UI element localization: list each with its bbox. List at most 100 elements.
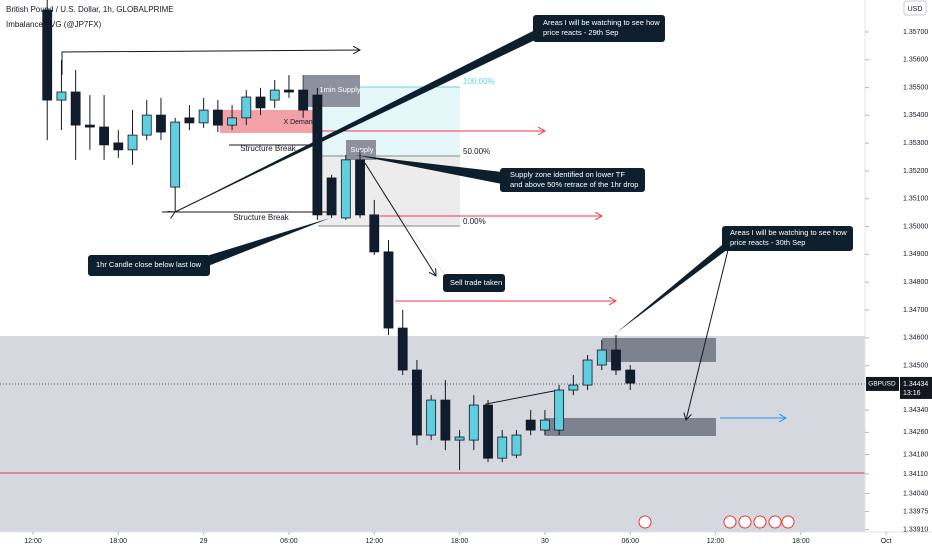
x-tick-label: Oct xyxy=(881,538,892,545)
candle-body xyxy=(212,109,223,126)
y-tick-label: 1.35700 xyxy=(903,29,928,36)
candle-body xyxy=(255,96,266,109)
candle-body xyxy=(611,349,621,371)
callout-text: Areas I will be watching to see how xyxy=(730,228,847,237)
callout-text: Supply zone identified on lower TF xyxy=(510,170,625,179)
callout-pointer xyxy=(616,240,740,333)
y-tick-label: 1.35000 xyxy=(903,223,928,230)
callout-pointer xyxy=(200,218,330,266)
candle-body xyxy=(511,434,522,456)
y-tick-label: 1.34110 xyxy=(903,471,928,478)
fib-label: 0.00% xyxy=(463,217,486,226)
structure-label: Structure Break xyxy=(240,144,297,153)
y-tick-label: 1.34260 xyxy=(903,429,928,436)
y-tick-label: 1.35600 xyxy=(903,57,928,64)
structure-label: Structure Break xyxy=(233,213,290,222)
y-tick-label: 1.35200 xyxy=(903,168,928,175)
supply-zone xyxy=(346,140,376,160)
candle-body xyxy=(596,349,607,366)
x-tick-label: 18:00 xyxy=(451,538,469,545)
x-tick-label: 12:00 xyxy=(24,538,42,545)
arrow xyxy=(686,249,729,420)
candle-body xyxy=(326,177,337,216)
candle-body xyxy=(170,121,181,188)
candle-body xyxy=(113,142,124,151)
candle-body xyxy=(540,419,550,431)
candle-body xyxy=(127,134,138,151)
callout-pointer xyxy=(175,30,535,212)
callout xyxy=(500,168,645,192)
event-icon xyxy=(638,515,652,529)
callout-text: Sell trade taken xyxy=(450,278,502,287)
candle-body xyxy=(468,404,479,441)
candle-body xyxy=(70,91,81,126)
fib-label: 50.00% xyxy=(463,147,490,156)
y-tick-label: 1.34700 xyxy=(903,307,928,314)
candle-body xyxy=(397,327,408,371)
currency-label: USD xyxy=(908,6,923,13)
callout-pointer xyxy=(355,155,502,184)
time-axis xyxy=(0,532,865,550)
candle-body xyxy=(582,359,593,386)
callout xyxy=(533,15,665,42)
watch-zone xyxy=(602,338,716,362)
annotation-layer: Areas I will be watching to see how pric… xyxy=(6,5,853,420)
y-tick-label: 1.35100 xyxy=(903,196,928,203)
chart-title: British Pound / U.S. Dollar, 1h, GLOBALP… xyxy=(6,5,174,14)
price-label: 1.34434 xyxy=(903,381,928,388)
candle-body xyxy=(483,404,493,459)
callout xyxy=(443,274,505,292)
symbol-badge xyxy=(866,376,899,391)
candle-body xyxy=(184,117,195,124)
y-tick-label: 1.34340 xyxy=(903,407,928,414)
zone-label: X Demand xyxy=(283,119,316,126)
candle-body xyxy=(625,369,636,384)
price-badge xyxy=(900,376,932,399)
candle-body xyxy=(454,436,465,441)
zone-label: Supply xyxy=(351,145,374,154)
y-tick-label: 1.33910 xyxy=(903,526,928,533)
x-tick-label: 12:00 xyxy=(707,538,725,545)
candle-body xyxy=(284,89,294,93)
watch-zone xyxy=(545,418,716,436)
callout xyxy=(88,255,210,276)
y-tick-label: 1.34600 xyxy=(903,335,928,342)
x-tick-label: 06:00 xyxy=(280,538,298,545)
callout-text: 1hr Candle close below last low xyxy=(96,260,202,269)
x-tick-label: 06:00 xyxy=(621,538,639,545)
arrow xyxy=(61,50,360,75)
y-tick-label: 1.34500 xyxy=(903,362,928,369)
x-tick-label: 29 xyxy=(200,538,208,545)
callout-text: price reacts - 29th Sep xyxy=(543,28,618,37)
symbol-label: GBPUSD xyxy=(868,381,896,388)
indicator-label: Imbalance FVG (@JP7FX) xyxy=(6,20,102,29)
candle-body xyxy=(426,399,437,436)
x-tick-label: 12:00 xyxy=(366,538,384,545)
candle-body xyxy=(369,214,380,253)
y-tick-label: 1.35500 xyxy=(903,84,928,91)
callout-text: price reacts - 30th Sep xyxy=(730,238,805,247)
candle-body xyxy=(141,114,152,136)
callout-text: Areas I will be watching to see how xyxy=(543,18,660,27)
candle-body xyxy=(269,89,280,101)
candle-body xyxy=(383,251,394,329)
candle-body xyxy=(355,159,365,216)
callout-pointer xyxy=(357,160,452,284)
x-tick-label: 18:00 xyxy=(792,538,810,545)
candle-body xyxy=(497,436,508,459)
fib-label: 100.00% xyxy=(463,77,495,86)
candle-body xyxy=(84,124,95,128)
candle-body xyxy=(568,384,579,391)
x-tick-label: 18:00 xyxy=(110,538,128,545)
y-tick-label: 1.35400 xyxy=(903,112,928,119)
callout xyxy=(722,226,853,251)
event-icon xyxy=(738,515,752,529)
y-tick-label: 1.34900 xyxy=(903,251,928,258)
candle-body xyxy=(99,126,109,146)
candle-body xyxy=(156,114,166,133)
candle-body xyxy=(241,96,252,119)
y-tick-label: 1.34180 xyxy=(903,451,928,458)
x-tick-label: 30 xyxy=(541,538,549,545)
